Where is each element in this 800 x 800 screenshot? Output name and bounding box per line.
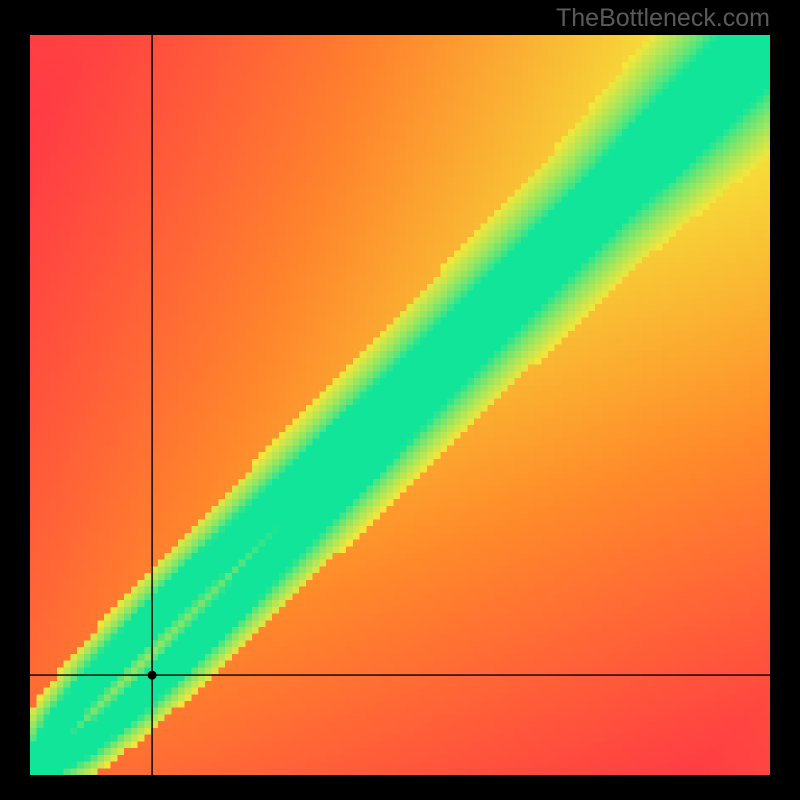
watermark-text: TheBottleneck.com <box>556 4 770 33</box>
chart-container: TheBottleneck.com <box>0 0 800 800</box>
bottleneck-heatmap <box>30 35 770 775</box>
